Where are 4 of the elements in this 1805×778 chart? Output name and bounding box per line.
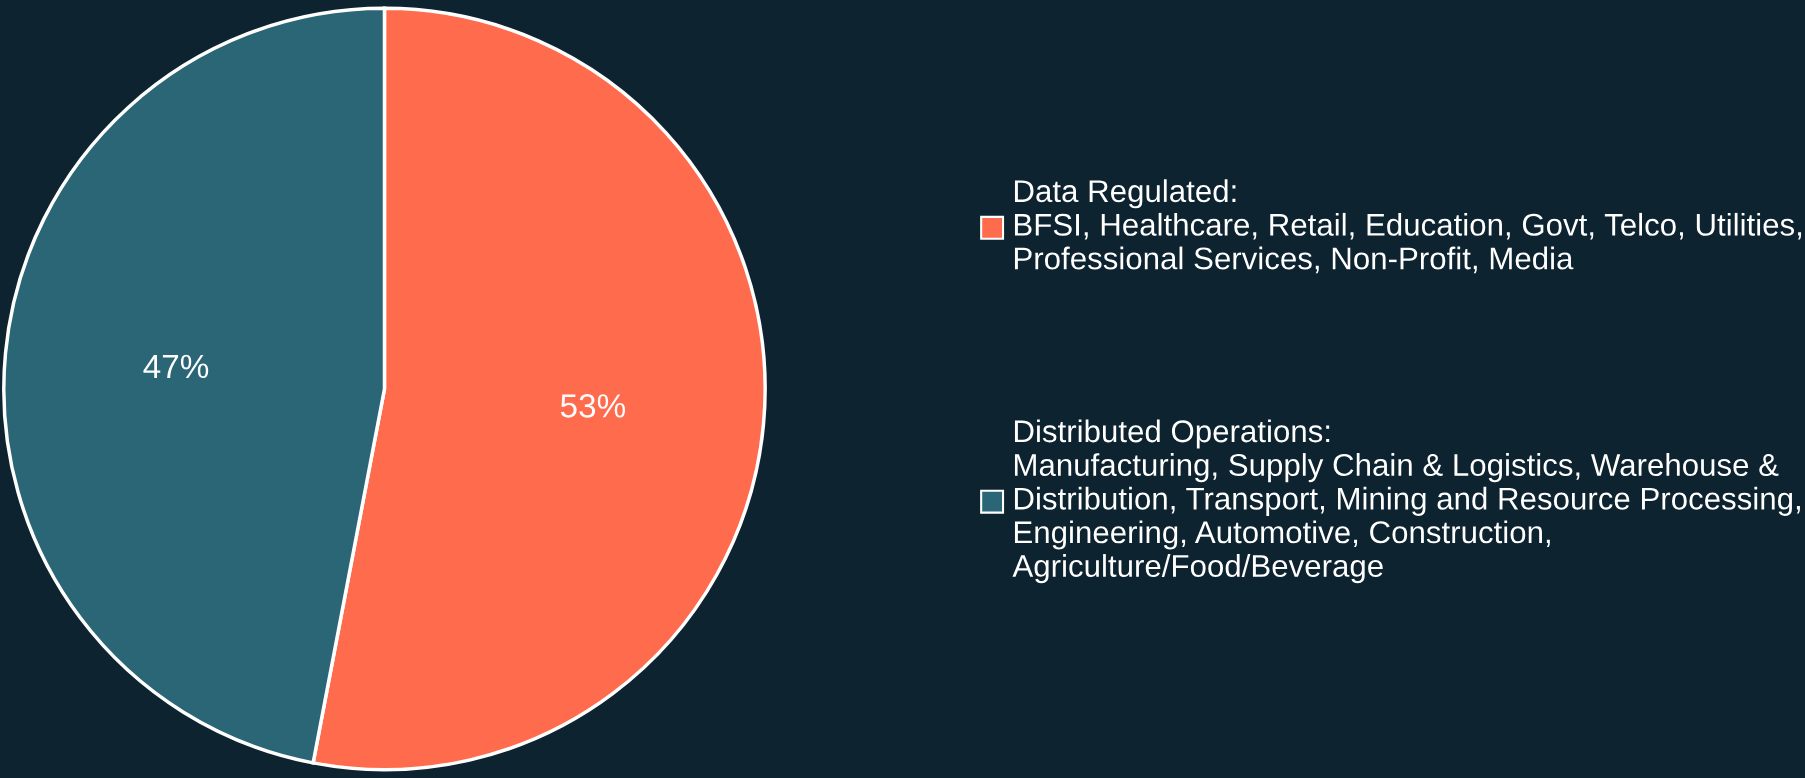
legend-label: Data Regulated: BFSI, Healthcare, Retail, Education, Govt, Telco, Utilities, Professional Services, Non-Profit, Media [1014,179,1802,274]
data-label: 53% [560,394,626,418]
legend-label: Distributed Operations: Manufacturing, Supply Chain & Logistics, Warehouse & Distribution, Transport, Mining and Resource Processing, Engineering, Automotive, Construction, Agriculture/Food/Beverage [1012,419,1800,584]
data-label: 47% [143,354,209,379]
